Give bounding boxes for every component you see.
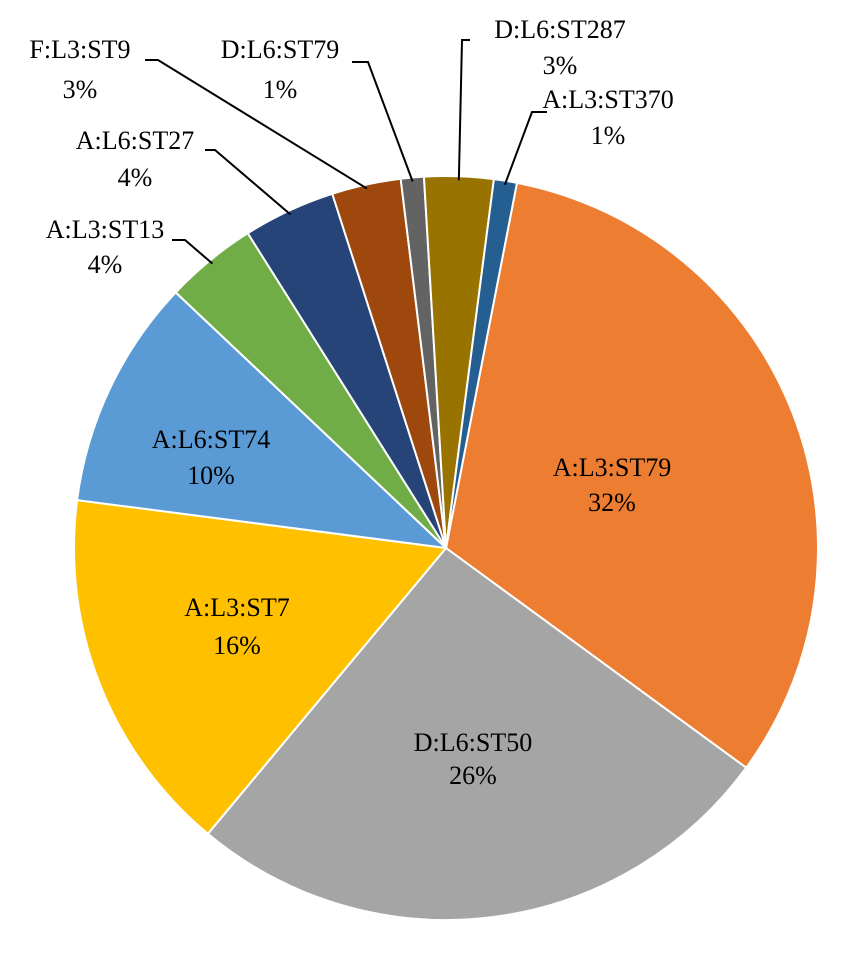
slice-value-label: 1% (263, 75, 298, 104)
slice-label: A:L3:ST7 (184, 593, 289, 622)
leader-line (172, 239, 214, 265)
slice-label: A:L6:ST27 (76, 126, 194, 155)
slice-value-label: 16% (213, 631, 261, 660)
pie-slice (444, 181, 819, 770)
slice-label: A:L3:ST370 (542, 85, 673, 114)
leader-line (205, 149, 292, 216)
slice-label: D:L6:ST79 (221, 35, 339, 64)
leader-line (457, 39, 470, 181)
slice-label: F:L3:ST9 (29, 35, 130, 64)
slice-label: A:L3:ST13 (46, 215, 164, 244)
leader-line (352, 61, 414, 182)
slice-label: A:L6:ST74 (152, 425, 270, 454)
pie-slice (206, 546, 748, 921)
slice-label: D:L6:ST287 (494, 15, 625, 44)
pie-slice (73, 498, 448, 836)
leader-line (145, 59, 368, 190)
leader-line (503, 111, 547, 186)
slice-label: D:L6:ST50 (414, 728, 532, 757)
slice-value-label: 1% (591, 121, 626, 150)
slice-value-label: 3% (543, 51, 578, 80)
slice-value-label: 26% (449, 761, 497, 790)
slice-value-label: 10% (187, 461, 235, 490)
slice-value-label: 4% (118, 163, 153, 192)
slice-label: A:L3:ST79 (553, 453, 671, 482)
slice-value-label: 3% (63, 75, 98, 104)
pie-slice (75, 290, 449, 550)
slice-value-label: 4% (88, 250, 123, 279)
slice-value-label: 32% (588, 488, 636, 517)
